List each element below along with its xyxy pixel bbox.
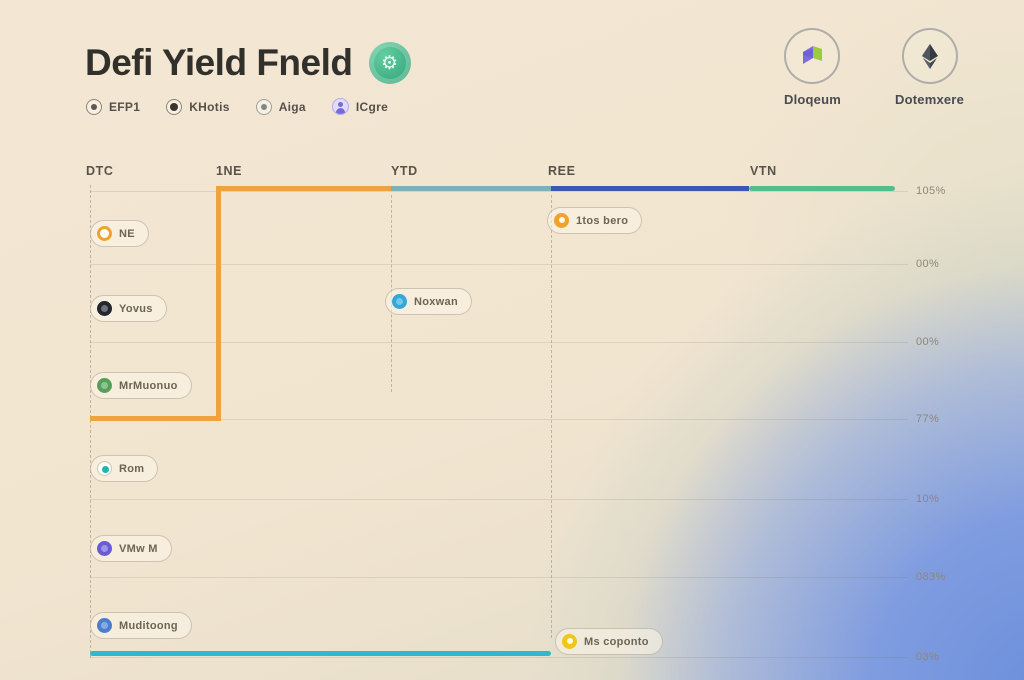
token-chip-vmw-m[interactable]: VMw M [90, 535, 172, 562]
token-icon [554, 213, 569, 228]
y-axis-label: 00% [916, 258, 940, 270]
token-chip-1tos-bero[interactable]: 1tos bero [547, 207, 643, 234]
wallet-dloqeum[interactable]: Dloqeum [784, 28, 841, 107]
token-chip-mrmuonuo[interactable]: MrMuonuo [90, 372, 192, 399]
token-icon [97, 618, 112, 633]
wallet-dotemxere[interactable]: Dotemxere [895, 28, 964, 107]
h-gridline [90, 191, 908, 192]
chart-line-segment [90, 651, 551, 656]
h-gridline [90, 342, 908, 343]
filter-item-aiga[interactable]: Aiga [255, 98, 306, 115]
filter-item-khotis[interactable]: KHotis [166, 98, 230, 115]
token-icon [97, 378, 112, 393]
chart-line-segment [216, 186, 391, 191]
y-axis-label: 10% [916, 493, 940, 505]
chart-line-segment [90, 416, 221, 421]
filter-bar: EFP1 KHotis Aiga ICgre [86, 98, 388, 115]
token-chip-label: Rom [119, 462, 145, 475]
token-chip-label: Noxwan [414, 295, 458, 308]
token-chip-label: Ms coponto [584, 635, 649, 648]
x-axis-label: VTN [750, 164, 777, 178]
wallet-label: Dotemxere [895, 92, 964, 107]
token-chip-label: Yovus [119, 302, 153, 315]
chart-line-segment [749, 186, 895, 191]
token-icon [97, 226, 112, 241]
v-dashed-line [551, 195, 552, 638]
token-chip-rom[interactable]: Rom [90, 455, 159, 482]
token-chip-label: Muditoong [119, 619, 178, 632]
v-dashed-line [90, 185, 91, 658]
x-axis-label: REE [548, 164, 576, 178]
y-axis-label: 00% [916, 336, 940, 348]
chart-line-segment [216, 188, 221, 421]
h-gridline [90, 499, 908, 500]
y-axis-label: 083% [916, 571, 946, 583]
ethereum-icon [901, 28, 958, 84]
token-icon [97, 461, 112, 476]
token-chip-noxwan[interactable]: Noxwan [385, 288, 472, 315]
filter-item-icgre[interactable]: ICgre [331, 98, 389, 115]
token-chip-ne[interactable]: NE [90, 220, 149, 247]
h-gridline [90, 264, 908, 265]
token-chip-label: MrMuonuo [119, 379, 178, 392]
token-chip-yovus[interactable]: Yovus [90, 295, 167, 322]
token-icon [392, 294, 407, 309]
chart-line-segment [551, 186, 749, 191]
refresh-coin-icon: ⚙ [368, 42, 411, 84]
x-axis-label: DTC [86, 164, 114, 178]
h-gridline [90, 657, 908, 658]
chart-line-segment [391, 186, 551, 191]
filter-label: KHotis [189, 99, 230, 114]
cube-logo-icon [784, 28, 841, 84]
target-dark-icon [166, 98, 183, 115]
header: Defi Yield Fneld ⚙ [85, 42, 411, 84]
filter-item-efp1[interactable]: EFP1 [86, 98, 141, 115]
token-icon [97, 541, 112, 556]
y-axis-label: 105% [916, 185, 946, 197]
x-axis-label: YTD [391, 164, 418, 178]
filter-label: Aiga [278, 99, 306, 114]
token-chip-label: 1tos bero [576, 214, 629, 227]
wallet-bar: Dloqeum Dotemxere [784, 28, 964, 107]
y-axis-label: 77% [916, 413, 940, 425]
token-chip-label: NE [119, 227, 135, 240]
filter-label: ICgre [355, 99, 389, 114]
h-gridline [90, 577, 908, 578]
token-icon [562, 634, 577, 649]
filter-label: EFP1 [109, 99, 141, 114]
token-chip-muditoong[interactable]: Muditoong [90, 612, 192, 639]
page-title: Defi Yield Fneld [85, 42, 353, 83]
token-icon [97, 301, 112, 316]
h-gridline [90, 419, 908, 420]
y-axis-label: 03% [916, 651, 940, 663]
token-chip-label: VMw M [119, 542, 158, 555]
target-icon [86, 98, 102, 115]
x-axis-label: 1NE [216, 164, 243, 178]
person-icon [331, 98, 349, 115]
target-light-icon [255, 98, 272, 115]
wallet-label: Dloqeum [783, 92, 841, 107]
token-chip-ms-coponto[interactable]: Ms coponto [555, 628, 663, 655]
